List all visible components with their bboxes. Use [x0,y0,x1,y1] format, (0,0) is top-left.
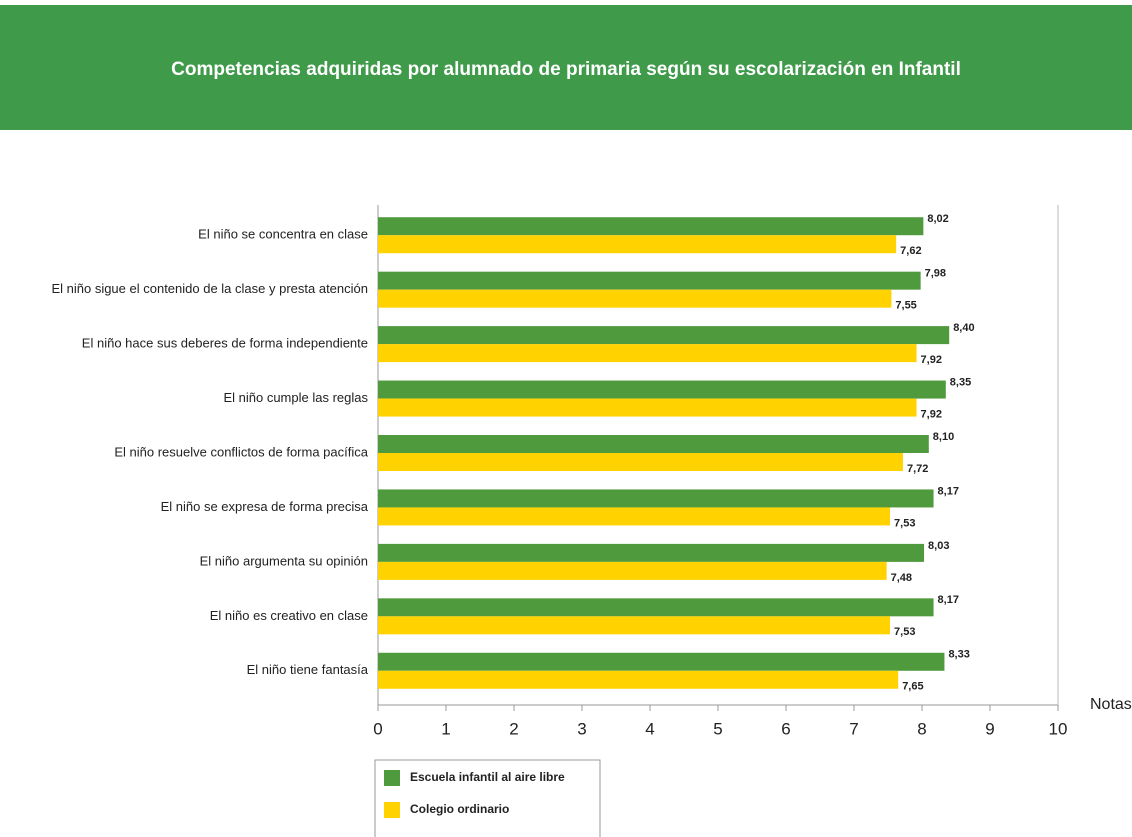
category-label: El niño es creativo en clase [210,608,368,623]
bar [378,380,946,399]
bar [378,652,945,671]
bar [378,217,924,236]
x-tick-label: 9 [985,719,994,738]
x-tick-label: 5 [713,719,722,738]
bar [378,598,934,617]
value-label: 8,17 [938,594,959,606]
category-label: El niño tiene fantasía [247,662,369,677]
bar [378,670,899,689]
x-tick-label: 3 [577,719,586,738]
category-label: El niño sigue el contenido de la clase y… [51,281,368,296]
x-tick-label: 6 [781,719,790,738]
x-tick-label: 4 [645,719,654,738]
value-label: 7,48 [891,572,912,584]
category-label: El niño se concentra en clase [198,227,368,242]
value-label: 8,03 [928,540,949,552]
chart-title: Competencias adquiridas por alumnado de … [171,59,961,80]
x-tick-label: 8 [917,719,926,738]
legend-label: Colegio ordinario [410,802,509,816]
x-tick-label: 2 [509,719,518,738]
value-label: 7,55 [895,300,916,312]
category-label: El niño resuelve conflictos de forma pac… [114,444,368,459]
bar [378,489,934,508]
bar [378,507,891,526]
category-label: El niño argumenta su opinión [200,553,368,568]
value-label: 8,02 [927,213,948,225]
value-label: 8,35 [950,376,971,388]
x-tick-label: 10 [1049,719,1068,738]
value-label: 7,62 [900,245,921,257]
bar [378,435,929,453]
value-label: 7,65 [902,681,923,693]
x-axis-label: Notas [1090,696,1132,713]
bar [378,289,892,308]
bar [378,344,917,363]
category-label: El niño hace sus deberes de forma indepe… [82,336,368,351]
legend-label: Escuela infantil al aire libre [410,770,565,784]
value-label: 7,72 [907,463,928,475]
bar [378,326,950,345]
legend-swatch [384,802,400,818]
value-label: 8,33 [948,649,969,661]
header-band [0,5,1132,130]
x-tick-label: 1 [441,719,450,738]
value-label: 7,92 [921,408,942,420]
value-label: 7,98 [925,268,946,280]
bar [378,616,891,635]
bar [378,271,921,290]
legend [374,759,601,837]
value-label: 7,92 [921,354,942,366]
x-tick-label: 7 [849,719,858,738]
bar [378,561,887,580]
bar [378,398,917,417]
value-label: 8,17 [938,485,959,497]
bar [378,543,925,562]
bar [378,453,903,471]
value-label: 7,53 [894,517,915,529]
value-label: 8,40 [953,322,974,334]
category-label: El niño cumple las reglas [223,390,368,405]
x-tick-label: 0 [373,719,382,738]
category-label: El niño se expresa de forma precisa [161,499,369,514]
bar [378,235,897,254]
value-label: 8,10 [933,431,954,443]
legend-swatch [384,770,400,786]
value-label: 7,53 [894,626,915,638]
